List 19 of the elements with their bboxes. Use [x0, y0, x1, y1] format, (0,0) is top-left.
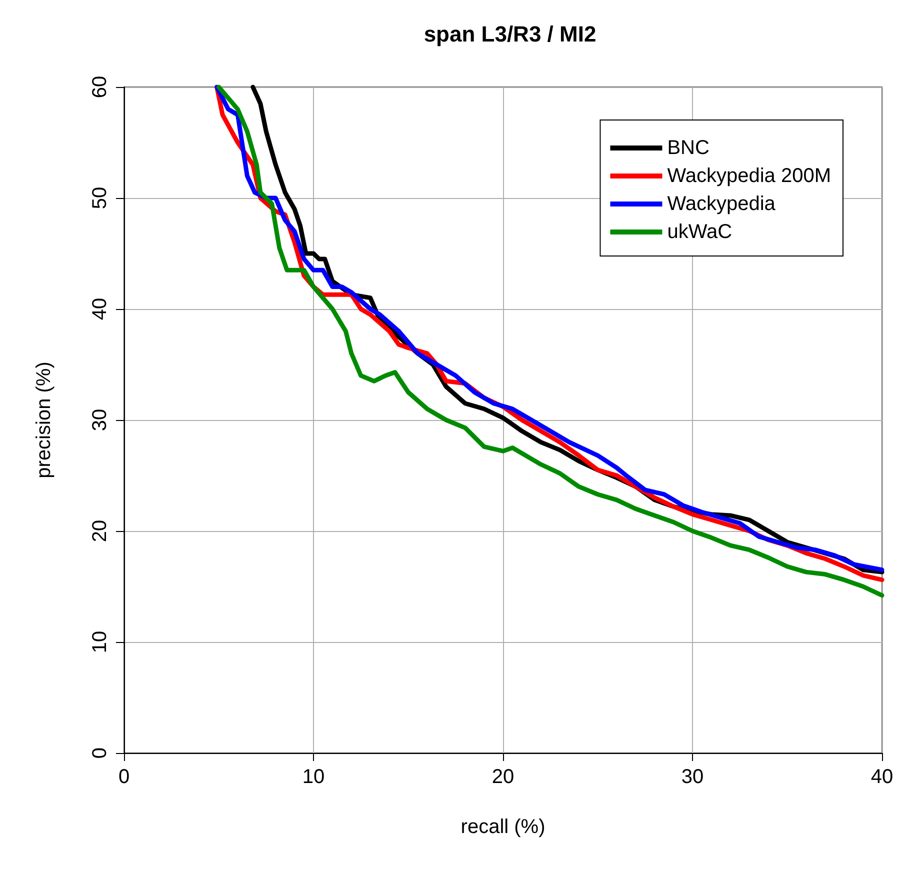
y-tick-label: 20: [89, 520, 111, 542]
legend-label: Wackypedia 200M: [667, 165, 831, 187]
x-axis-title: recall (%): [460, 816, 546, 838]
legend-label: BNC: [667, 137, 710, 159]
y-tick-label: 50: [89, 186, 111, 210]
x-tick-label: 20: [492, 766, 514, 788]
x-tick-label: 30: [681, 766, 704, 788]
legend-label: ukWaC: [667, 221, 732, 243]
x-tick-label: 40: [870, 766, 894, 788]
y-axis-title: precision (%): [33, 362, 55, 478]
y-tick-label: 40: [89, 298, 111, 320]
x-tick-label: 10: [302, 766, 325, 788]
chart-title: span L3/R3 / MI2: [424, 22, 596, 46]
y-tick-label: 30: [89, 408, 111, 432]
legend-label: Wackypedia: [667, 193, 776, 215]
x-tick-label: 0: [118, 766, 130, 788]
y-tick-label: 60: [89, 76, 111, 98]
y-tick-label: 10: [89, 630, 111, 654]
y-tick-label: 0: [89, 747, 111, 759]
